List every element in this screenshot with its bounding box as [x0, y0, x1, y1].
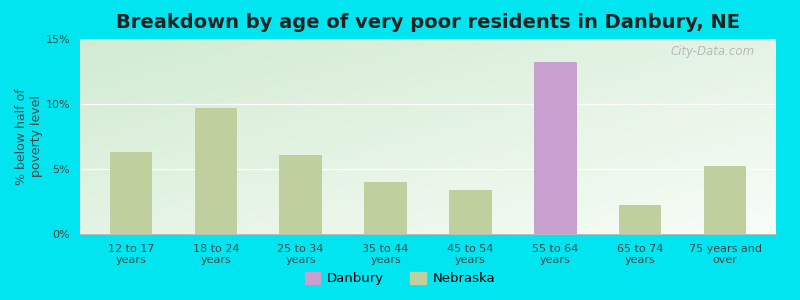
Bar	[279, 155, 322, 234]
Bar	[704, 167, 746, 234]
Text: City-Data.com: City-Data.com	[671, 45, 755, 58]
Y-axis label: % below half of
poverty level: % below half of poverty level	[15, 88, 43, 185]
Bar	[534, 188, 577, 234]
Bar	[450, 190, 492, 234]
Bar	[364, 182, 406, 234]
Bar	[619, 206, 662, 234]
Bar	[194, 108, 237, 234]
Title: Breakdown by age of very poor residents in Danbury, NE: Breakdown by age of very poor residents …	[116, 13, 740, 32]
Bar	[110, 152, 152, 234]
Bar	[534, 62, 577, 234]
Legend: Danbury, Nebraska: Danbury, Nebraska	[299, 266, 501, 290]
